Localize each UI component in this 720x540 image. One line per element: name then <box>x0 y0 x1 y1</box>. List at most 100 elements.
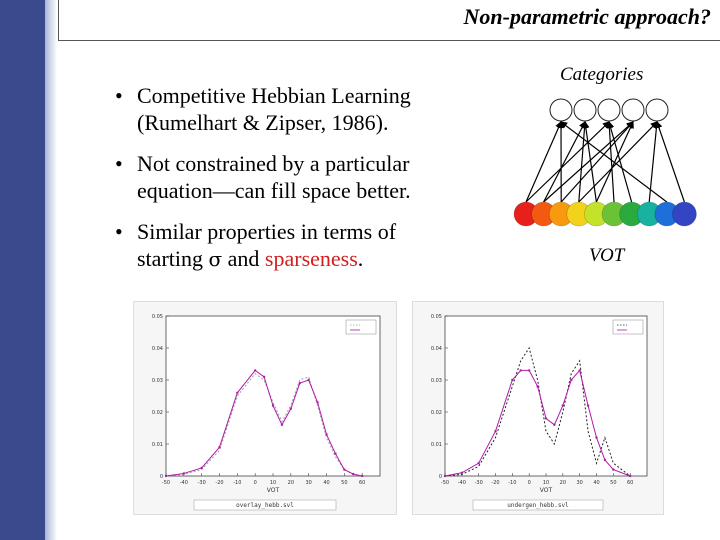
data-point <box>519 369 522 372</box>
data-point <box>443 474 447 478</box>
network-diagram <box>513 98 697 227</box>
data-point <box>544 417 548 420</box>
data-point <box>271 404 275 407</box>
x-tick-label: -30 <box>475 480 483 486</box>
data-point <box>536 385 539 388</box>
data-point <box>307 378 310 382</box>
data-point <box>280 423 284 426</box>
connection-arrow <box>525 120 562 203</box>
x-tick-label: -10 <box>508 480 516 486</box>
x-tick-label: 20 <box>560 480 566 486</box>
bullet-item: • Competitive Hebbian Learning (Rumelhar… <box>115 82 485 136</box>
data-point <box>494 430 497 433</box>
x-tick-label: -10 <box>233 480 241 486</box>
filename-box <box>193 499 337 511</box>
x-tick-label: 20 <box>288 480 294 486</box>
category-node <box>621 98 645 122</box>
series-line <box>444 346 631 477</box>
y-tick-label: 0.03 <box>152 378 163 384</box>
data-point <box>334 452 337 455</box>
x-tick-label: 60 <box>359 480 365 486</box>
x-tick-label: -50 <box>162 480 170 486</box>
bullet-dot-icon: • <box>115 83 123 108</box>
data-point <box>460 471 464 474</box>
title-frame: Non-parametric approach? <box>58 0 720 41</box>
x-tick-label: 40 <box>593 480 599 486</box>
x-tick-label: 60 <box>627 480 633 486</box>
data-point <box>253 369 257 372</box>
bullet-text: . <box>357 246 364 271</box>
filename-box <box>472 499 604 511</box>
bullet-line: Similar properties in terms of <box>137 219 397 244</box>
data-point <box>578 369 581 372</box>
category-node <box>597 98 621 122</box>
data-point <box>236 391 239 394</box>
connection-arrow <box>560 121 668 203</box>
highlight-sparseness: sparseness <box>264 246 358 271</box>
series-line <box>444 369 631 477</box>
data-point <box>360 474 364 478</box>
y-tick-label: 0.04 <box>152 346 163 352</box>
left-accent-bar <box>0 0 45 540</box>
data-point <box>218 446 221 449</box>
connection-arrow <box>525 121 610 203</box>
series-line <box>165 369 363 477</box>
data-point <box>164 474 168 478</box>
category-node <box>573 98 597 122</box>
x-axis-label: VOT <box>540 487 553 494</box>
categories-label: Categories <box>560 64 644 85</box>
bullet-text: starting <box>137 246 209 271</box>
data-point <box>316 401 319 404</box>
plot-area <box>165 315 381 477</box>
connection-arrow <box>543 121 634 203</box>
data-point <box>262 375 266 378</box>
connection-arrow <box>578 121 658 203</box>
legend-box <box>345 319 377 335</box>
bullet-item: • Not constrained by a particular equati… <box>115 150 485 204</box>
x-tick-label: 10 <box>270 480 276 486</box>
data-point <box>477 462 480 465</box>
bullet-line: Not constrained by a particular <box>137 151 410 176</box>
connection-arrow <box>560 121 634 203</box>
data-point <box>200 466 203 470</box>
bullet-line: starting σ and sparseness. <box>137 245 485 273</box>
data-point <box>595 436 598 439</box>
x-tick-label: 10 <box>543 480 549 486</box>
bullet-line: (Rumelhart & Zipser, 1986). <box>137 110 389 135</box>
x-tick-label: -20 <box>491 480 499 486</box>
x-tick-label: 30 <box>305 480 311 486</box>
vot-label: VOT <box>589 245 625 266</box>
y-tick-label: 0.01 <box>152 442 163 448</box>
chart-filename: undergen_hebb.svl <box>507 502 569 509</box>
data-point <box>628 474 632 478</box>
x-tick-label: -40 <box>180 480 188 486</box>
category-node <box>549 98 573 122</box>
bullet-line: equation—can fill space better. <box>137 178 411 203</box>
bullet-list: • Competitive Hebbian Learning (Rumelhar… <box>115 82 485 287</box>
chart-overlay-hebb: 0 0.01 0.02 0.03 0.04 0.05 -50 -40 -30 -20 -10 0 10 2… <box>152 314 381 511</box>
data-point <box>325 433 328 436</box>
data-point <box>343 468 346 471</box>
y-tick-label: 0.02 <box>431 410 442 416</box>
y-tick-label: 0.02 <box>152 410 163 416</box>
data-point <box>511 378 514 382</box>
y-tick-label: 0.03 <box>431 378 442 384</box>
category-node <box>645 98 669 122</box>
chart-undergen-hebb: 0 0.01 0.02 0.03 0.04 0.05 -50 -40 -30 -20 -10 0 10 2… <box>431 314 648 511</box>
connection-arrow <box>655 120 685 203</box>
connection-arrow <box>543 120 586 203</box>
data-point <box>612 468 615 471</box>
y-tick-label: 0 <box>439 474 442 480</box>
connection-arrow <box>648 120 661 203</box>
x-tick-label: 0 <box>254 480 257 486</box>
x-tick-label: 30 <box>576 480 582 486</box>
data-point <box>570 378 573 382</box>
bullet-text: and <box>222 246 265 271</box>
bullet-item: • Similar properties in terms of startin… <box>115 218 485 273</box>
slide-title: Non-parametric approach? <box>463 4 712 29</box>
x-tick-label: -20 <box>215 480 223 486</box>
y-tick-label: 0.05 <box>431 314 442 320</box>
data-point <box>182 472 186 475</box>
y-tick-label: 0 <box>160 474 163 480</box>
x-tick-label: -30 <box>198 480 206 486</box>
